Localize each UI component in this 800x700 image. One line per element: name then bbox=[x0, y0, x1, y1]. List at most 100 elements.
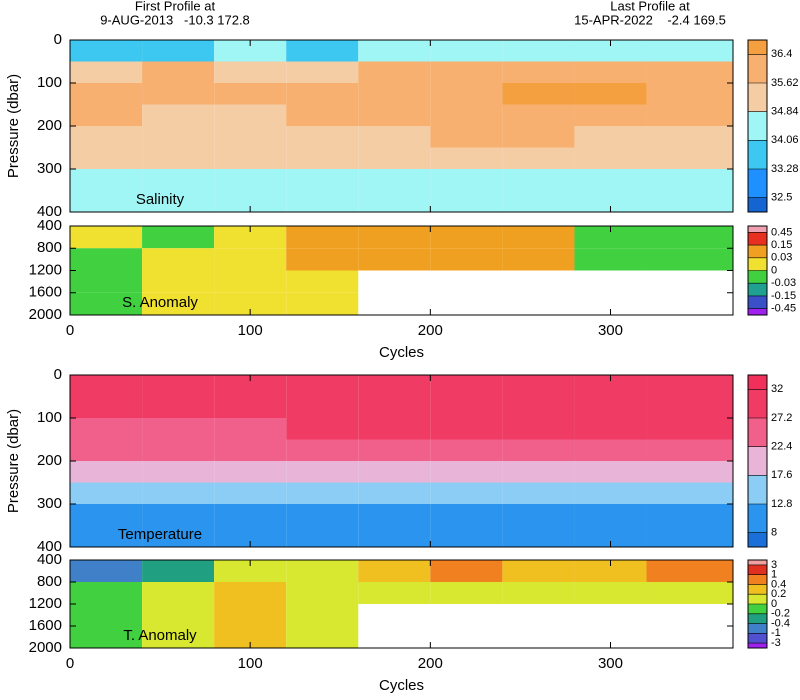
field-cell bbox=[214, 190, 287, 212]
field-cell bbox=[430, 461, 503, 483]
field-cell bbox=[502, 396, 575, 418]
colorbar-segment bbox=[748, 564, 767, 575]
x-tick-label: 300 bbox=[598, 322, 623, 339]
field-cell bbox=[214, 418, 287, 440]
x-tick-label: 0 bbox=[66, 322, 74, 339]
field-cell bbox=[574, 504, 647, 526]
colorbar-label: 0 bbox=[771, 264, 777, 276]
field-cell bbox=[70, 169, 143, 191]
field-cell bbox=[142, 560, 215, 582]
last-value: 15-APR-2022 -2.4 169.5 bbox=[574, 12, 726, 27]
x-tick-label: 100 bbox=[238, 655, 263, 672]
x-tick-label: 200 bbox=[418, 322, 443, 339]
colorbar-frame bbox=[747, 39, 768, 213]
colorbar-segment bbox=[748, 418, 767, 447]
field-cell bbox=[430, 104, 503, 126]
field-cell bbox=[358, 439, 431, 461]
colorbar-segment bbox=[748, 560, 767, 565]
field-cell bbox=[286, 375, 359, 397]
y-tick-label: 100 bbox=[37, 74, 62, 91]
colorbar-label: -0.15 bbox=[771, 290, 796, 302]
field-cell bbox=[502, 147, 575, 169]
field-cell bbox=[358, 582, 431, 604]
x-tick-label: 300 bbox=[598, 655, 623, 672]
field-cell bbox=[502, 83, 575, 105]
y-tick-label: 300 bbox=[37, 495, 62, 512]
colorbar-segment bbox=[748, 169, 767, 198]
y-tick-label: 800 bbox=[37, 573, 62, 590]
colorbar-segment bbox=[748, 54, 767, 83]
field-cell bbox=[574, 525, 647, 547]
x-axis-label: Cycles bbox=[379, 677, 424, 694]
field-cell bbox=[70, 270, 143, 293]
field-cell bbox=[214, 40, 287, 62]
field-cell bbox=[142, 375, 215, 397]
field-cell bbox=[214, 604, 287, 626]
colorbar-segment bbox=[748, 226, 767, 233]
x-tick-label: 100 bbox=[238, 322, 263, 339]
field-cell bbox=[574, 582, 647, 604]
field-cell bbox=[286, 418, 359, 440]
field-cell bbox=[358, 83, 431, 105]
field-cell bbox=[646, 582, 733, 604]
field-cell bbox=[502, 61, 575, 83]
field-cell bbox=[574, 104, 647, 126]
field-cell bbox=[358, 396, 431, 418]
field-cell bbox=[574, 461, 647, 483]
field-cell bbox=[142, 504, 215, 526]
field-cell bbox=[430, 190, 503, 212]
colorbar-segment bbox=[748, 623, 767, 634]
field-cell bbox=[574, 248, 647, 271]
colorbar-frame bbox=[747, 374, 768, 548]
field-cell bbox=[358, 190, 431, 212]
field-cell bbox=[214, 292, 287, 315]
field-cell bbox=[214, 626, 287, 648]
field-cell bbox=[286, 270, 359, 293]
field-cell bbox=[214, 147, 287, 169]
field-cell bbox=[646, 190, 733, 212]
field-cell bbox=[286, 40, 359, 62]
field-cell bbox=[286, 248, 359, 271]
field-cell bbox=[430, 375, 503, 397]
field-cell bbox=[502, 126, 575, 148]
field-cell bbox=[70, 439, 143, 461]
field-cell bbox=[646, 169, 733, 191]
field-cell bbox=[214, 504, 287, 526]
x-tick-label: 200 bbox=[418, 655, 443, 672]
field-cell bbox=[358, 169, 431, 191]
colorbar-label: 33.28 bbox=[771, 163, 799, 175]
y-tick-label: 300 bbox=[37, 160, 62, 177]
colorbar-label: 17.6 bbox=[771, 469, 792, 481]
field-cell bbox=[574, 169, 647, 191]
field-cell bbox=[574, 126, 647, 148]
colorbar-label: 35.62 bbox=[771, 77, 799, 89]
field-cell bbox=[286, 626, 359, 648]
field-cell bbox=[646, 461, 733, 483]
field-cell bbox=[430, 504, 503, 526]
field-cell bbox=[70, 396, 143, 418]
field-cell bbox=[430, 169, 503, 191]
colorbar-label: -3 bbox=[771, 637, 781, 649]
field-cell bbox=[214, 482, 287, 504]
field-cell bbox=[286, 147, 359, 169]
field-cell bbox=[502, 169, 575, 191]
field-cell bbox=[430, 226, 503, 249]
field-cell bbox=[142, 147, 215, 169]
field-cell bbox=[430, 439, 503, 461]
colorbar-label: -0.4 bbox=[771, 617, 790, 629]
field-cell bbox=[214, 582, 287, 604]
field-cell bbox=[70, 482, 143, 504]
colorbar-segment bbox=[748, 295, 767, 309]
field-cell bbox=[574, 61, 647, 83]
field-cell bbox=[646, 396, 733, 418]
field-cell bbox=[70, 40, 143, 62]
field-cell bbox=[574, 396, 647, 418]
panel-label: S. Anomaly bbox=[122, 294, 198, 311]
field-cell bbox=[502, 504, 575, 526]
field-cell bbox=[646, 439, 733, 461]
field-cell bbox=[430, 482, 503, 504]
field-cell bbox=[430, 560, 503, 582]
colorbar-segment bbox=[748, 83, 767, 112]
field-cell bbox=[286, 190, 359, 212]
x-tick-label: 0 bbox=[66, 655, 74, 672]
